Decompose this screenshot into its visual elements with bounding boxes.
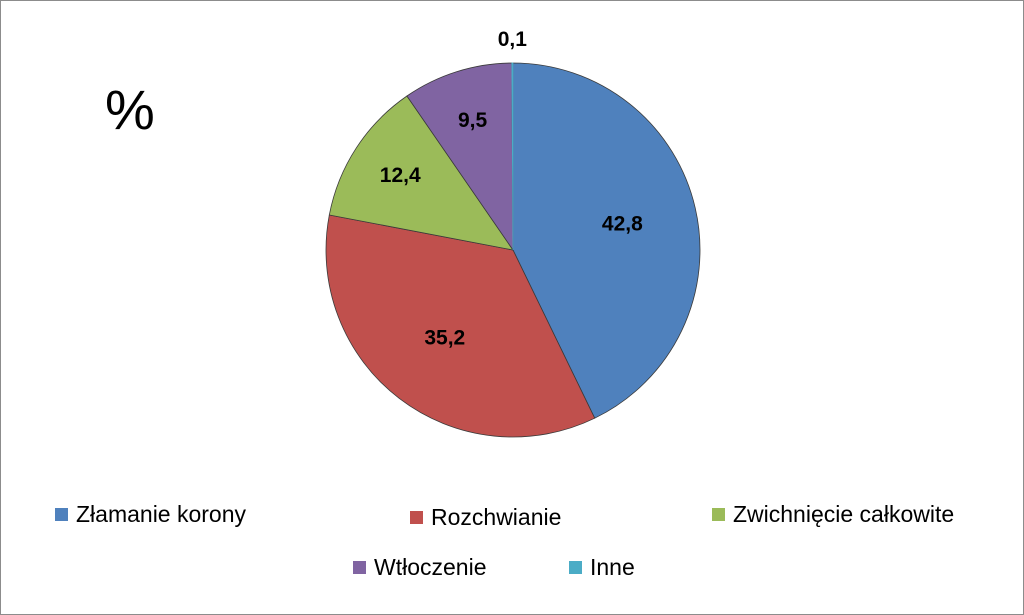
slice-label-0: 42,8 [602,212,643,235]
pie-slice-0 [512,62,701,419]
unit-label: % [105,78,155,141]
legend-label-inne: Inne [590,554,635,580]
legend-item-zwichniecie-calkowite: Zwichnięcie całkowite [712,501,954,528]
legend-item-wtloczenie: Wtłoczenie [353,554,486,581]
legend-swatch-zlamanie-korony [55,508,68,521]
legend-swatch-zwichniecie-calkowite [712,508,725,521]
legend-item-zlamanie-korony: Złamanie korony [55,501,246,528]
legend-item-inne: Inne [569,554,635,581]
slice-label-2: 12,4 [380,164,421,187]
slice-label-4: 0,1 [498,28,528,51]
legend-label-rozchwianie: Rozchwianie [431,504,562,530]
pie-slice-4 [511,62,514,251]
legend-item-rozchwianie: Rozchwianie [410,504,561,531]
slice-label-1: 35,2 [424,327,465,350]
slice-label-3: 9,5 [458,109,488,132]
legend-label-zlamanie-korony: Złamanie korony [76,501,247,527]
legend-swatch-rozchwianie [410,511,423,524]
legend-swatch-wtloczenie [353,561,366,574]
legend-label-zwichniecie-calkowite: Zwichnięcie całkowite [733,501,955,527]
legend-swatch-inne [569,561,582,574]
pie-slice-3 [406,62,514,252]
legend-label-wtloczenie: Wtłoczenie [374,554,487,580]
pie-slice-2 [328,95,514,251]
pie-slice-1 [325,214,596,438]
